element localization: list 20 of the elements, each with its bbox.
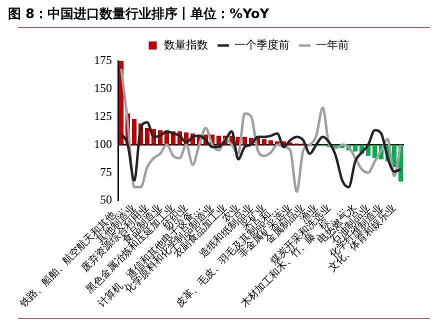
y-tick-label: 150 — [94, 81, 112, 96]
bar — [144, 128, 150, 145]
bar — [352, 144, 358, 152]
bar — [372, 144, 378, 158]
bar — [242, 136, 248, 145]
bar — [132, 119, 137, 145]
y-tick-label: 50 — [100, 192, 112, 207]
bar — [216, 136, 222, 145]
bar — [262, 139, 267, 145]
legend-label: 数量指数 — [164, 38, 208, 52]
y-tick-label: 100 — [94, 136, 112, 151]
chart-title: 图 8：中国进口数量行业排序丨单位：%YoY — [8, 6, 270, 23]
bar — [392, 144, 397, 168]
legend-label: 一年前 — [316, 38, 349, 52]
y-tick-label: 75 — [100, 164, 112, 179]
y-tick-label: 175 — [94, 53, 112, 68]
y-tick-label: 125 — [94, 108, 112, 123]
legend-label: 一个季度前 — [234, 38, 290, 52]
bar — [268, 140, 274, 145]
line-series — [120, 121, 402, 188]
